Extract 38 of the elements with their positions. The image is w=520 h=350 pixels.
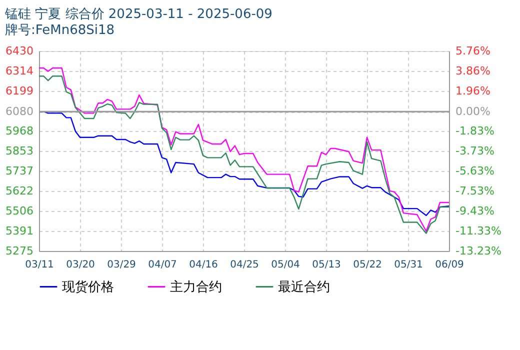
- y2-tick-label: -3.73%: [456, 144, 494, 158]
- y-tick-label: 6199: [6, 84, 34, 98]
- y-tick-label: 5737: [6, 164, 34, 178]
- x-tick-label: 03/29: [107, 260, 136, 270]
- y-tick-label: 5853: [6, 144, 34, 158]
- y-tick-label: 6080: [6, 105, 34, 118]
- y2-tick-label: 0.00%: [456, 105, 490, 118]
- x-tick-label: 05/22: [353, 260, 382, 270]
- y2-tick-label: -13.23%: [456, 244, 502, 258]
- y2-tick-label: -5.63%: [456, 164, 494, 178]
- x-tick-label: 03/20: [66, 260, 95, 270]
- legend-label: 现货价格: [62, 280, 114, 295]
- x-tick-label: 04/25: [230, 260, 259, 270]
- y2-tick-label: -7.53%: [456, 184, 494, 198]
- chart-subtitle: 牌号:FeMn68Si18: [5, 23, 115, 38]
- y-tick-label: 6314: [6, 64, 34, 78]
- y-tick-label: 5506: [6, 204, 34, 218]
- x-tick-label: 05/04: [271, 260, 300, 270]
- y2-tick-label: 1.96%: [456, 84, 490, 98]
- x-tick-label: 04/16: [189, 260, 218, 270]
- x-tick-label: 05/13: [312, 260, 341, 270]
- x-tick-label: 03/11: [25, 260, 54, 270]
- y-tick-label: 5622: [6, 184, 34, 198]
- y2-tick-label: -1.83%: [456, 124, 494, 138]
- legend-label: 主力合约: [170, 278, 222, 295]
- y-tick-label: 5968: [6, 124, 34, 138]
- y2-tick-label: -9.43%: [456, 204, 494, 218]
- y2-tick-label: 3.86%: [456, 64, 490, 78]
- x-tick-label: 05/31: [394, 260, 423, 270]
- legend-label: 最近合约: [278, 280, 330, 295]
- y-tick-label: 5391: [6, 224, 34, 238]
- y2-tick-label: -11.33%: [456, 224, 502, 238]
- y-tick-label: 5275: [6, 244, 34, 258]
- y2-tick-label: 5.76%: [456, 44, 490, 58]
- y-tick-label: 6430: [6, 44, 34, 58]
- chart-title: 锰硅 宁夏 综合价 2025-03-11 - 2025-06-09: [4, 6, 272, 22]
- x-tick-label: 06/09: [435, 260, 464, 270]
- x-tick-label: 04/07: [148, 260, 177, 270]
